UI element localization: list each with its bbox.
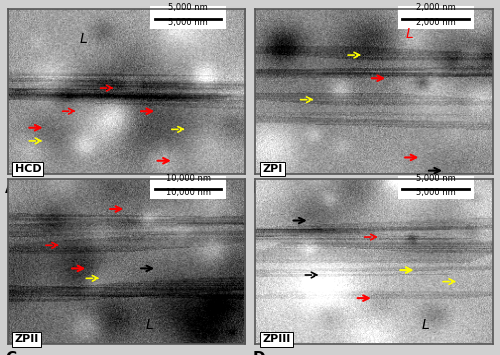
- Text: L: L: [406, 27, 413, 40]
- FancyBboxPatch shape: [150, 6, 226, 29]
- Text: 5,000 nm: 5,000 nm: [416, 174, 456, 182]
- Text: 5,000 nm: 5,000 nm: [416, 188, 456, 197]
- Text: D: D: [252, 351, 265, 355]
- Text: ZPI: ZPI: [262, 164, 282, 174]
- Text: 10,000 nm: 10,000 nm: [166, 188, 210, 197]
- Text: 5,000 nm: 5,000 nm: [168, 3, 208, 12]
- FancyBboxPatch shape: [398, 6, 473, 29]
- Text: 2,000 nm: 2,000 nm: [416, 18, 456, 27]
- FancyBboxPatch shape: [398, 176, 473, 199]
- Text: L: L: [422, 317, 430, 332]
- Text: ZPII: ZPII: [14, 334, 39, 344]
- FancyBboxPatch shape: [150, 176, 226, 199]
- Text: L: L: [80, 32, 88, 45]
- Text: C: C: [5, 351, 16, 355]
- Text: HCD: HCD: [14, 164, 41, 174]
- Text: ZPIII: ZPIII: [262, 334, 290, 344]
- Text: 5,000 nm: 5,000 nm: [168, 18, 208, 27]
- Text: 10,000 nm: 10,000 nm: [166, 174, 210, 182]
- Text: B: B: [252, 181, 264, 196]
- Text: 2,000 nm: 2,000 nm: [416, 3, 456, 12]
- Text: A: A: [5, 181, 17, 196]
- Text: L: L: [146, 317, 154, 332]
